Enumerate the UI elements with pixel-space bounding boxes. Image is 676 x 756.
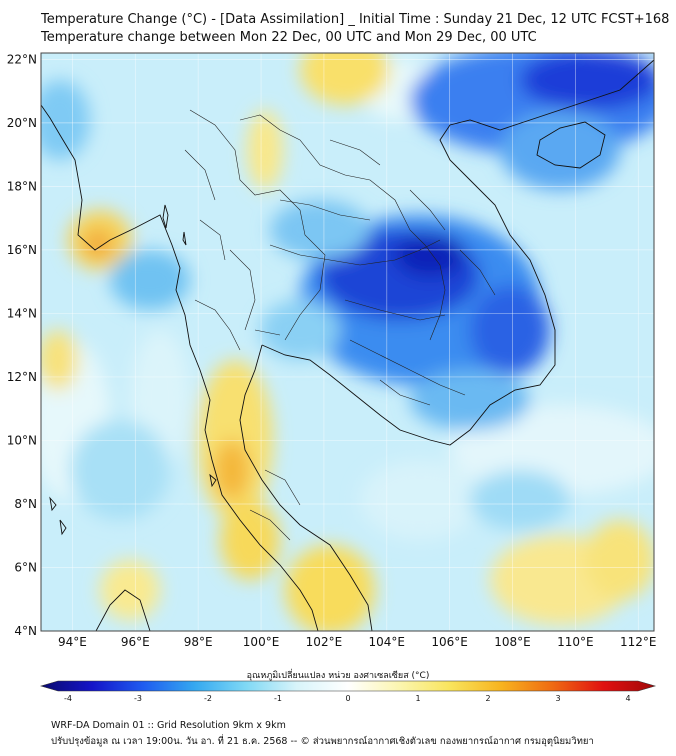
- temperature-change-map: 4°N 6°N 8°N 10°N 12°N 14°N 16°N 18°N 20°N 22°N 94…: [7, 52, 657, 703]
- lat-label: 14°N: [7, 306, 37, 320]
- map-frame: [40, 52, 655, 632]
- lat-label: 12°N: [7, 370, 37, 384]
- colorbar-tick-label: -1: [274, 694, 282, 703]
- lon-label: 102°E: [306, 635, 343, 649]
- colorbar-label: อุณหภูมิเปลี่ยนแปลง หน่วย องศาเซลเซียส (…: [246, 671, 430, 681]
- colorbar-tick-label: 4: [625, 694, 630, 703]
- lat-label: 6°N: [14, 560, 37, 574]
- latitude-labels: 4°N 6°N 8°N 10°N 12°N 14°N 16°N 18°N 20°N 22°N: [7, 52, 37, 638]
- longitude-labels: 94°E 96°E 98°E 100°E 102°E 104°E 106°E 108°E 110…: [58, 635, 657, 649]
- lon-label: 104°E: [369, 635, 406, 649]
- lat-label: 22°N: [7, 52, 37, 66]
- lat-label: 16°N: [7, 243, 37, 257]
- lon-label: 108°E: [494, 635, 531, 649]
- coastlines: [41, 59, 654, 631]
- lat-label: 8°N: [14, 497, 37, 511]
- lon-label: 98°E: [184, 635, 213, 649]
- lon-label: 110°E: [557, 635, 594, 649]
- colorbar-ticks: -4 -3 -2 -1 0 1 2 3 4: [64, 694, 631, 703]
- lon-label: 94°E: [58, 635, 87, 649]
- colorbar: -4 -3 -2 -1 0 1 2 3 4: [39, 680, 657, 703]
- temperature-field: [41, 53, 654, 631]
- lat-label: 10°N: [7, 433, 37, 447]
- lon-label: 100°E: [243, 635, 280, 649]
- colorbar-tick-label: 0: [345, 694, 350, 703]
- lat-label: 20°N: [7, 116, 37, 130]
- colorbar-tick-label: 1: [415, 694, 420, 703]
- map-gridlines: [41, 53, 654, 631]
- colorbar-tick-label: -3: [134, 694, 142, 703]
- colorbar-tick-label: 3: [555, 694, 560, 703]
- map-title-line1: Temperature Change (°C) - [Data Assimila…: [41, 12, 670, 27]
- map-title-line2: Temperature change between Mon 22 Dec, 0…: [41, 30, 537, 45]
- lat-label: 4°N: [14, 624, 37, 638]
- lon-label: 106°E: [431, 635, 468, 649]
- lat-label: 18°N: [7, 179, 37, 193]
- colorbar-tick-label: -2: [204, 694, 212, 703]
- footer-line2: ปรับปรุงข้อมูล ณ เวลา 19:00น. วัน อา. ที…: [51, 736, 594, 747]
- colorbar-tick-label: 2: [485, 694, 490, 703]
- colorbar-tick-label: -4: [64, 694, 72, 703]
- footer-line1: WRF-DA Domain 01 :: Grid Resolution 9km …: [51, 720, 286, 731]
- country-borders: [184, 109, 496, 541]
- lon-label: 112°E: [620, 635, 657, 649]
- lon-label: 96°E: [121, 635, 150, 649]
